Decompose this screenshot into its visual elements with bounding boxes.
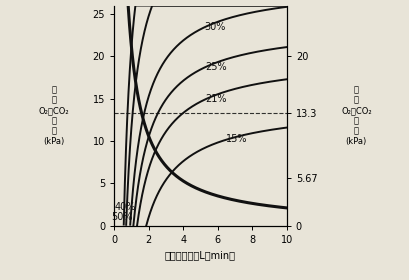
Text: 21%: 21% <box>204 94 226 104</box>
Text: 40%: 40% <box>115 202 136 212</box>
X-axis label: 肺泡通气量（L／min）: 肺泡通气量（L／min） <box>164 250 235 260</box>
Y-axis label: 肺
泡
O₂、CO₂
分
压
(kPa): 肺 泡 O₂、CO₂ 分 压 (kPa) <box>340 85 371 146</box>
Text: 50%: 50% <box>111 212 132 222</box>
Text: 25%: 25% <box>204 62 226 72</box>
Text: 15%: 15% <box>225 134 246 144</box>
Y-axis label: 肺
泡
O₂、CO₂
分
压
(kPa): 肺 泡 O₂、CO₂ 分 压 (kPa) <box>38 85 69 146</box>
Text: 30%: 30% <box>204 22 226 32</box>
